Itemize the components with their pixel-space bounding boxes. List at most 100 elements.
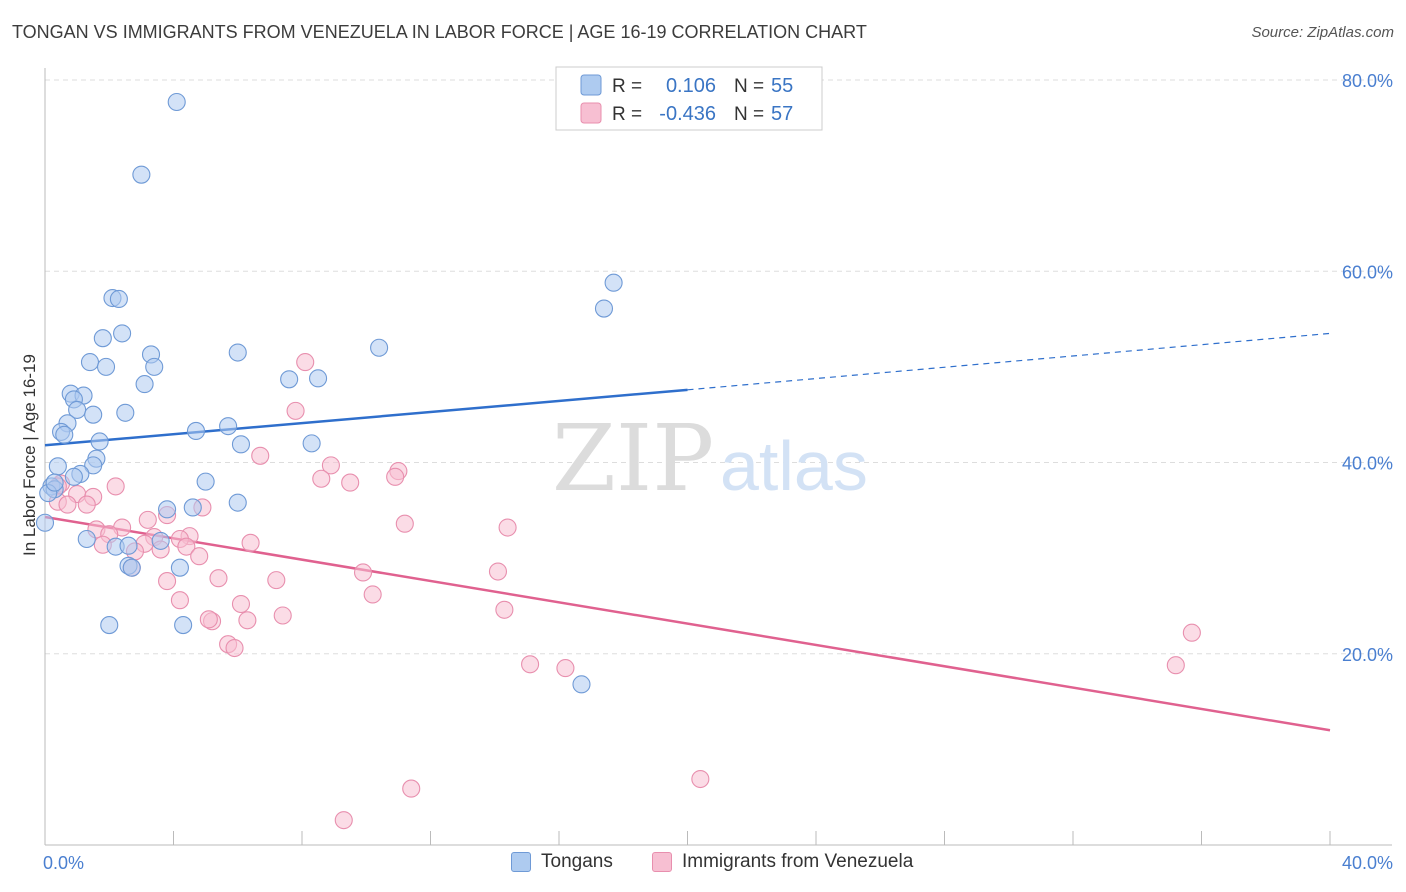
data-point-tongans — [228, 493, 247, 512]
data-point-tongans — [170, 558, 189, 577]
data-point-venezuela — [488, 562, 508, 581]
data-point-venezuela — [321, 456, 340, 475]
stats-r-label-tongans: R = — [612, 76, 642, 97]
legend-swatch-venezuela — [652, 852, 672, 872]
x-tick-label-max: 40.0% — [1342, 853, 1393, 873]
stats-r-value-tongans: 0.106 — [666, 75, 716, 97]
data-point-venezuela — [267, 571, 286, 590]
trend-layer — [44, 332, 1331, 732]
data-point-tongans — [158, 500, 177, 519]
data-point-tongans — [84, 405, 103, 424]
trend-line-venezuela — [44, 515, 1331, 732]
data-point-venezuela — [231, 594, 251, 614]
data-point-tongans — [135, 375, 154, 394]
data-point-venezuela — [1182, 623, 1201, 642]
data-point-tongans — [48, 457, 67, 476]
data-point-tongans — [309, 369, 328, 388]
data-point-venezuela — [138, 510, 157, 529]
data-point-tongans — [572, 675, 591, 694]
data-point-venezuela — [353, 563, 373, 582]
chart-title: TONGAN VS IMMIGRANTS FROM VENEZUELA IN L… — [12, 22, 867, 42]
data-point-tongans — [93, 329, 112, 348]
trend-line-tongans-extension — [687, 332, 1331, 391]
data-point-tongans — [280, 370, 299, 389]
data-point-venezuela — [225, 638, 244, 658]
data-point-venezuela — [521, 655, 540, 674]
data-point-tongans — [80, 353, 100, 372]
points-layer — [35, 92, 1201, 830]
data-point-venezuela — [199, 610, 218, 629]
stats-r-value-venezuela: -0.436 — [659, 103, 716, 125]
data-point-venezuela — [190, 547, 209, 566]
data-point-tongans — [84, 456, 103, 475]
data-point-venezuela — [286, 401, 305, 420]
data-point-tongans — [122, 558, 141, 577]
watermark: ZIP atlas — [552, 405, 868, 512]
data-point-tongans — [219, 417, 238, 436]
axis-layer — [44, 68, 1392, 846]
data-point-tongans — [228, 343, 247, 362]
data-point-venezuela — [77, 495, 96, 514]
y-tick-label: 20.0% — [1342, 645, 1393, 665]
watermark-atlas: atlas — [720, 427, 868, 505]
stats-n-label-venezuela: N = — [734, 104, 764, 125]
data-point-venezuela — [58, 495, 77, 514]
data-point-venezuela — [495, 600, 514, 619]
stats-r-label-venezuela: R = — [612, 104, 642, 125]
data-point-venezuela — [363, 585, 382, 604]
data-point-tongans — [64, 467, 83, 486]
legend-item-tongans: Tongans — [511, 851, 613, 873]
data-point-venezuela — [334, 811, 353, 830]
data-point-venezuela — [395, 514, 414, 533]
source-label: Source: ZipAtlas.com — [1251, 24, 1394, 41]
data-point-venezuela — [296, 353, 315, 372]
trend-line-tongans — [44, 388, 688, 447]
data-point-venezuela — [170, 591, 189, 610]
data-point-venezuela — [556, 659, 575, 678]
legend-label-venezuela: Immigrants from Venezuela — [682, 851, 914, 872]
data-point-venezuela — [1166, 656, 1185, 675]
data-point-tongans — [183, 498, 202, 517]
tick-label-layer: 20.0% 40.0% 60.0% 80.0% 0.0% 40.0% — [43, 71, 1393, 873]
data-point-venezuela — [106, 477, 125, 496]
data-point-tongans — [45, 473, 64, 492]
data-point-tongans — [90, 432, 109, 451]
data-point-tongans — [55, 425, 74, 444]
grid-layer — [45, 79, 1392, 655]
data-point-tongans — [109, 289, 128, 309]
data-point-tongans — [302, 434, 321, 453]
y-tick-label: 80.0% — [1342, 71, 1393, 91]
data-point-venezuela — [312, 469, 331, 488]
data-point-venezuela — [402, 779, 421, 798]
stats-n-label-tongans: N = — [734, 76, 764, 97]
data-point-tongans — [604, 273, 623, 292]
data-point-tongans — [96, 357, 116, 376]
x-tick-label-min: 0.0% — [43, 853, 84, 873]
data-point-tongans — [132, 165, 151, 184]
data-point-tongans — [594, 299, 614, 318]
stats-n-value-venezuela: 57 — [771, 103, 793, 125]
data-point-venezuela — [177, 537, 196, 556]
data-point-tongans — [145, 357, 164, 376]
data-point-tongans — [113, 324, 132, 343]
data-point-venezuela — [341, 473, 360, 492]
data-point-tongans — [151, 531, 170, 550]
data-point-venezuela — [691, 769, 710, 789]
y-tick-label: 40.0% — [1342, 454, 1393, 474]
data-point-tongans — [167, 92, 186, 112]
stats-swatch-venezuela — [580, 102, 602, 124]
legend-item-venezuela: Immigrants from Venezuela — [652, 851, 913, 873]
y-tick-label: 60.0% — [1342, 262, 1393, 282]
data-point-tongans — [35, 513, 55, 532]
data-point-venezuela — [238, 611, 257, 630]
data-point-venezuela — [241, 533, 260, 552]
y-axis-label: In Labor Force | Age 16-19 — [20, 354, 39, 556]
data-point-venezuela — [498, 518, 517, 537]
stats-legend: R = 0.106 N = 55 R = -0.436 N = 57 — [555, 66, 823, 131]
data-point-tongans — [119, 536, 138, 555]
data-point-venezuela — [251, 446, 270, 465]
data-point-tongans — [116, 403, 135, 422]
series-legend: Tongans Immigrants from Venezuela — [0, 851, 1406, 877]
data-point-tongans — [174, 616, 193, 635]
data-point-venezuela — [386, 467, 405, 486]
